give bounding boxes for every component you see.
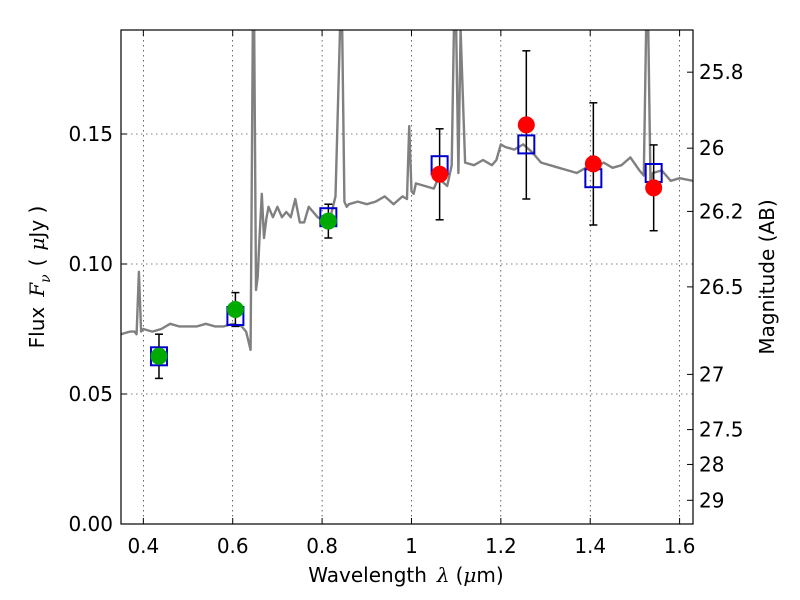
x-tick-label: 0.4 — [127, 534, 159, 558]
magnitude-tick-label: 26 — [699, 136, 724, 160]
data-point-observed-optical — [319, 212, 337, 230]
magnitude-tick-label: 26.2 — [699, 199, 744, 223]
magnitude-tick-label: 28 — [699, 452, 724, 476]
x-tick-label: 0.8 — [306, 534, 338, 558]
magnitude-tick-label: 27 — [699, 362, 724, 386]
magnitude-tick-labels: 25.8 26 26.2 26.5 27 27.5 28 29 — [699, 60, 744, 512]
data-point-observed-ir — [517, 116, 535, 134]
grid-lines — [121, 30, 693, 524]
x-tick-label: 1.4 — [574, 534, 606, 558]
data-point-observed-ir — [431, 165, 449, 183]
right-axis-label: Magnitude (AB) — [755, 199, 779, 354]
magnitude-tick-label: 29 — [699, 488, 724, 512]
y-tick-labels: 0.00 0.05 0.10 0.15 — [68, 122, 113, 536]
data-point-observed-ir — [645, 179, 663, 197]
magnitude-tick-label: 25.8 — [699, 60, 744, 84]
axis-ticks — [121, 30, 693, 525]
data-point-observed-optical — [226, 301, 244, 318]
x-axis-label: Wavelength λ (μm) — [308, 563, 503, 587]
magnitude-tick-label: 26.5 — [699, 275, 744, 299]
x-tick-label: 1.6 — [664, 534, 696, 558]
y-tick-label: 0.15 — [68, 122, 113, 146]
y-tick-label: 0.00 — [68, 512, 113, 536]
data-point-observed-ir — [584, 155, 602, 173]
plot-background — [121, 30, 693, 524]
y-tick-label: 0.05 — [68, 382, 113, 406]
x-tick-label: 1.2 — [485, 534, 517, 558]
x-tick-labels: 0.4 0.6 0.8 1 1.2 1.4 1.6 — [127, 534, 695, 558]
magnitude-tick-label: 27.5 — [699, 418, 744, 442]
x-tick-label: 0.6 — [217, 534, 249, 558]
plot-frame — [120, 29, 694, 525]
y-tick-label: 0.10 — [68, 252, 113, 276]
y-axis-label: FluxFν(μJy ) — [25, 206, 54, 349]
model-band-square — [517, 134, 536, 155]
data-point-observed-optical — [150, 347, 168, 365]
x-tick-label: 1 — [405, 534, 418, 558]
markers-layer — [149, 116, 663, 367]
